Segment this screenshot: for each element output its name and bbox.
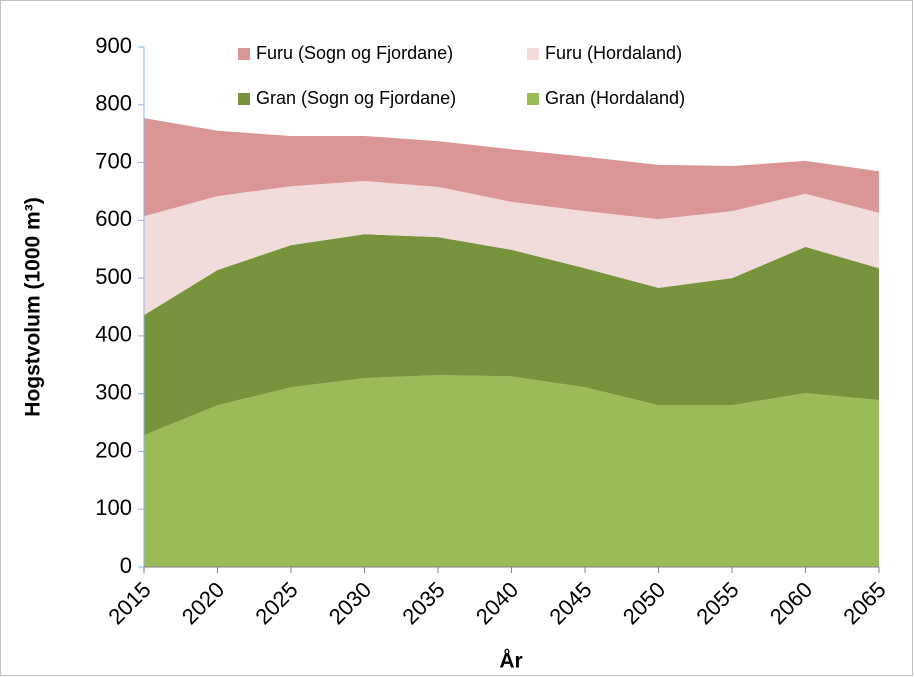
y-tick-label: 100 bbox=[95, 495, 132, 520]
legend-swatch bbox=[527, 93, 539, 105]
y-tick-label: 200 bbox=[95, 437, 132, 462]
legend-label: Gran (Hordaland) bbox=[545, 88, 685, 108]
legend-label: Gran (Sogn og Fjordane) bbox=[256, 88, 456, 108]
legend-label: Furu (Sogn og Fjordane) bbox=[256, 43, 453, 63]
y-axis-title: Hogstvolum (1000 m³) bbox=[22, 197, 45, 416]
y-tick-label: 800 bbox=[95, 91, 132, 116]
area bbox=[144, 375, 879, 567]
y-tick-label: 600 bbox=[95, 206, 132, 231]
area bbox=[144, 234, 879, 436]
y-tick-label: 500 bbox=[95, 264, 132, 289]
x-axis-title: År bbox=[499, 649, 522, 673]
y-tick-label: 300 bbox=[95, 379, 132, 404]
y-tick-label: 700 bbox=[95, 148, 132, 173]
area bbox=[144, 181, 879, 316]
legend-swatch bbox=[238, 93, 250, 105]
y-tick-label: 900 bbox=[95, 33, 132, 58]
legend-swatch bbox=[527, 48, 539, 60]
y-tick-label: 400 bbox=[95, 322, 132, 347]
area bbox=[144, 118, 879, 220]
y-tick-label: 0 bbox=[120, 553, 132, 578]
legend-label: Furu (Hordaland) bbox=[545, 43, 682, 63]
legend-swatch bbox=[238, 48, 250, 60]
